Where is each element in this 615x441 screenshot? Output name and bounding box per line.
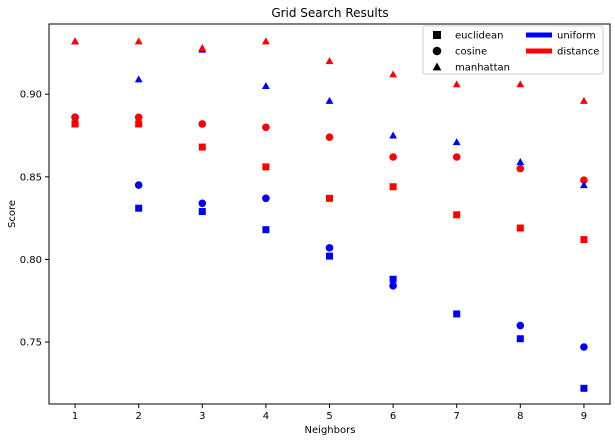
x-tick-label: 9 bbox=[581, 411, 587, 422]
x-axis-label: Neighbors bbox=[305, 425, 356, 436]
euclidean-uniform-point bbox=[453, 310, 461, 318]
cosine-uniform-point bbox=[198, 199, 207, 208]
cosine-distance-point bbox=[389, 153, 397, 161]
euclidean-uniform-point bbox=[135, 204, 143, 212]
legend-euclidean-marker bbox=[433, 31, 441, 39]
x-tick-label: 8 bbox=[517, 411, 523, 422]
manhattan-uniform-point bbox=[389, 131, 398, 139]
manhattan-distance-point bbox=[261, 37, 270, 45]
manhattan-uniform-point bbox=[580, 181, 588, 189]
euclidean-uniform-point bbox=[389, 275, 397, 283]
cosine-distance-point bbox=[262, 123, 270, 132]
x-tick-label: 7 bbox=[454, 411, 460, 422]
euclidean-uniform-point bbox=[262, 226, 270, 234]
cosine-distance-point bbox=[134, 113, 143, 122]
plot-marks bbox=[71, 37, 588, 392]
chart-title: Grid Search Results bbox=[271, 6, 388, 20]
cosine-uniform-point bbox=[325, 244, 334, 252]
cosine-uniform-point bbox=[134, 181, 143, 189]
manhattan-distance-point bbox=[389, 70, 398, 78]
manhattan-distance-point bbox=[580, 96, 588, 104]
y-tick-label: 0.75 bbox=[20, 338, 42, 349]
cosine-distance-point bbox=[71, 113, 79, 122]
y-axis-label: Score bbox=[7, 200, 18, 228]
legend-uniform-label: uniform bbox=[557, 31, 596, 42]
cosine-distance-point bbox=[516, 164, 525, 173]
legend-manhattan-label: manhattan bbox=[455, 63, 510, 74]
cosine-distance-point bbox=[580, 176, 588, 184]
y-tick-label: 0.85 bbox=[20, 172, 42, 183]
euclidean-distance-point bbox=[262, 163, 270, 171]
manhattan-distance-point bbox=[71, 37, 79, 45]
euclidean-uniform-point bbox=[198, 208, 206, 216]
euclidean-distance-point bbox=[71, 120, 79, 128]
euclidean-distance-point bbox=[389, 183, 397, 191]
euclidean-distance-point bbox=[453, 211, 461, 219]
manhattan-uniform-point bbox=[134, 75, 143, 83]
cosine-distance-point bbox=[198, 120, 207, 128]
euclidean-uniform-point bbox=[580, 384, 588, 392]
legend-uniform-swatch bbox=[526, 32, 552, 38]
x-tick-label: 6 bbox=[390, 411, 396, 422]
euclidean-distance-point bbox=[198, 143, 206, 151]
chart-legend: euclidean cosine manhattan uniform distance bbox=[422, 25, 604, 75]
legend-cosine-label: cosine bbox=[455, 47, 487, 58]
cosine-uniform-point bbox=[389, 282, 397, 290]
manhattan-uniform-point bbox=[261, 81, 270, 89]
x-axis-ticks: 1 2 3 4 5 6 7 8 9 bbox=[72, 404, 587, 422]
y-tick-label: 0.90 bbox=[20, 90, 42, 101]
legend-euclidean-label: euclidean bbox=[455, 31, 504, 42]
euclidean-distance-point bbox=[135, 120, 143, 128]
y-tick-label: 0.80 bbox=[20, 255, 42, 266]
manhattan-distance-point bbox=[452, 80, 461, 88]
euclidean-distance-point bbox=[326, 194, 333, 202]
euclidean-distance-point bbox=[516, 224, 524, 232]
x-tick-label: 1 bbox=[72, 411, 78, 422]
manhattan-distance-point bbox=[134, 37, 143, 45]
legend-cosine-marker bbox=[432, 46, 442, 56]
cosine-uniform-point bbox=[516, 321, 525, 330]
legend-manhattan-marker bbox=[432, 62, 442, 71]
x-tick-label: 2 bbox=[135, 411, 141, 422]
manhattan-distance-point bbox=[325, 57, 334, 65]
cosine-uniform-point bbox=[580, 343, 588, 351]
cosine-uniform-point bbox=[262, 194, 270, 203]
manhattan-uniform-point bbox=[325, 96, 334, 104]
euclidean-uniform-point bbox=[516, 335, 524, 343]
cosine-distance-point bbox=[325, 133, 334, 141]
x-tick-label: 5 bbox=[326, 411, 332, 422]
manhattan-distance-point bbox=[198, 43, 207, 51]
manhattan-uniform-point bbox=[516, 157, 525, 165]
x-tick-label: 3 bbox=[199, 411, 205, 422]
y-axis-ticks: 0.75 0.80 0.85 0.90 bbox=[20, 90, 49, 349]
plot-frame bbox=[48, 23, 611, 405]
legend-distance-label: distance bbox=[557, 47, 599, 58]
manhattan-uniform-point bbox=[452, 138, 461, 146]
legend-box bbox=[422, 25, 604, 75]
manhattan-distance-point bbox=[516, 80, 525, 88]
legend-distance-swatch bbox=[526, 48, 552, 54]
euclidean-distance-point bbox=[580, 236, 588, 244]
cosine-distance-point bbox=[452, 153, 461, 161]
x-tick-label: 4 bbox=[263, 411, 269, 422]
euclidean-uniform-point bbox=[326, 252, 333, 260]
